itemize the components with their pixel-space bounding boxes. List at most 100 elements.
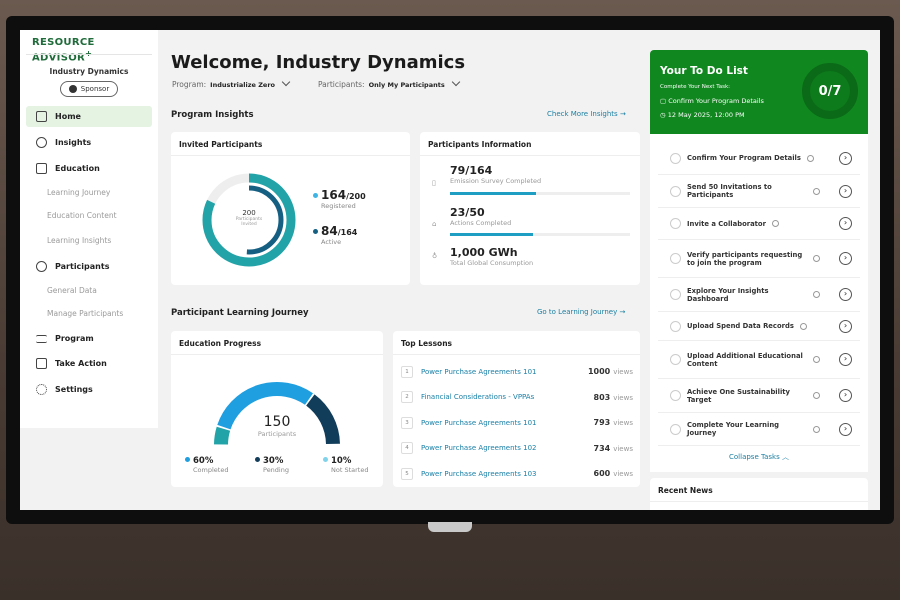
sidebar-subitem-learning-insights[interactable]: Learning Insights xyxy=(47,236,111,245)
chevron-right-icon[interactable]: › xyxy=(839,389,852,402)
task-item[interactable]: Verify participants requesting to join t… xyxy=(658,240,860,278)
help-icon[interactable] xyxy=(772,220,779,227)
sidebar-item-insights[interactable]: Insights xyxy=(26,132,152,153)
monitor-stand xyxy=(428,522,472,532)
recent-news-card: Recent News xyxy=(650,478,868,510)
sidebar-subitem-education-content[interactable]: Education Content xyxy=(47,211,117,220)
chevron-right-icon[interactable]: › xyxy=(839,320,852,333)
help-icon[interactable] xyxy=(813,188,820,195)
task-item[interactable]: Upload Additional Educational Content› xyxy=(658,341,860,379)
sidebar-item-take-action[interactable]: Take Action xyxy=(26,353,152,374)
help-icon[interactable] xyxy=(813,291,820,298)
chevron-right-icon[interactable]: › xyxy=(839,252,852,265)
lesson-rank: 4 xyxy=(401,442,413,454)
chevron-right-icon[interactable]: › xyxy=(839,423,852,436)
sidebar-subitem-manage-participants[interactable]: Manage Participants xyxy=(47,309,123,318)
actions-completed-progress xyxy=(450,233,630,236)
top-lessons-card: Top Lessons 1Power Purchase Agreements 1… xyxy=(393,331,640,487)
collapse-label: Collapse Tasks xyxy=(729,453,780,461)
center-label: Participants Invited xyxy=(234,217,264,227)
nav-label: Take Action xyxy=(55,359,107,368)
nav-label: Education xyxy=(55,164,100,173)
card-title: Invited Participants xyxy=(171,132,410,156)
task-item[interactable]: Achieve One Sustainability Target› xyxy=(658,379,860,413)
arrow-right-icon: → xyxy=(619,308,625,316)
lesson-row[interactable]: 4Power Purchase Agreements 102734views xyxy=(401,436,633,461)
education-progress-card: Education Progress 150 Participants 60%C… xyxy=(171,331,383,487)
task-item[interactable]: Complete Your Learning Journey› xyxy=(658,413,860,446)
chevron-right-icon[interactable]: › xyxy=(839,217,852,230)
link-label: Go to Learning Journey xyxy=(537,308,617,316)
help-icon[interactable] xyxy=(813,392,820,399)
divider xyxy=(26,54,152,55)
link-label: Check More Insights xyxy=(547,110,618,118)
lesson-row[interactable]: 2Financial Considerations - VPPAs803view… xyxy=(401,385,633,410)
participants-filter[interactable]: Participants:Only My Participants xyxy=(318,80,459,89)
collapse-tasks-button[interactable]: Collapse Tasks ︿ xyxy=(650,452,868,462)
help-icon[interactable] xyxy=(800,323,807,330)
lesson-row[interactable]: 1Power Purchase Agreements 1011000views xyxy=(401,359,633,384)
task-checkbox[interactable] xyxy=(670,218,681,229)
task-label: Explore Your Insights Dashboard xyxy=(687,287,807,303)
section-title-program-insights: Program Insights xyxy=(171,110,254,120)
task-checkbox[interactable] xyxy=(670,390,681,401)
sidebar-item-home[interactable]: Home xyxy=(26,106,152,127)
lesson-title-link[interactable]: Power Purchase Agreements 101 xyxy=(421,419,594,427)
next-task-label: Complete Your Next Task: xyxy=(660,84,730,90)
help-icon[interactable] xyxy=(813,255,820,262)
sidebar-subitem-general-data[interactable]: General Data xyxy=(47,286,97,295)
lesson-title-link[interactable]: Financial Considerations - VPPAs xyxy=(421,393,594,401)
go-to-learning-journey-link[interactable]: Go to Learning Journey → xyxy=(537,308,625,316)
donut-center: 200 Participants Invited xyxy=(219,209,279,227)
chevron-up-icon: ︿ xyxy=(782,453,789,461)
sidebar-item-education[interactable]: Education xyxy=(26,158,152,179)
help-icon[interactable] xyxy=(807,155,814,162)
logo[interactable]: RESOURCE ADVISOR+ xyxy=(32,37,158,63)
legend-not-started: 10%Not Started xyxy=(323,456,368,474)
next-task-link[interactable]: ▢ Confirm Your Program Details xyxy=(660,97,764,105)
task-count: 0/7 xyxy=(819,84,842,99)
task-item[interactable]: Upload Spend Data Records › xyxy=(658,312,860,341)
lesson-title-link[interactable]: Power Purchase Agreements 101 xyxy=(421,368,588,376)
lesson-rank: 3 xyxy=(401,417,413,429)
sidebar-subitem-learning-journey[interactable]: Learning Journey xyxy=(47,188,110,197)
lesson-title-link[interactable]: Power Purchase Agreements 103 xyxy=(421,470,594,478)
lesson-row[interactable]: 5Power Purchase Agreements 103600views xyxy=(401,461,633,486)
program-label: Program: xyxy=(172,80,206,89)
task-checkbox[interactable] xyxy=(670,321,681,332)
task-checkbox[interactable] xyxy=(670,253,681,264)
invited-participants-card: Invited Participants 200 Participants In… xyxy=(171,132,410,285)
program-value: Industrialize Zero xyxy=(210,81,275,89)
lesson-row[interactable]: 3Power Purchase Agreements 101793views xyxy=(401,410,633,435)
task-checkbox[interactable] xyxy=(670,186,681,197)
chevron-right-icon[interactable]: › xyxy=(839,353,852,366)
task-item[interactable]: Send 50 Invitations to Participants› xyxy=(658,175,860,208)
help-icon[interactable] xyxy=(813,426,820,433)
check-more-insights-link[interactable]: Check More Insights → xyxy=(547,110,626,118)
task-checkbox[interactable] xyxy=(670,424,681,435)
chevron-right-icon[interactable]: › xyxy=(839,152,852,165)
program-filter[interactable]: Program: Industrialize Zero xyxy=(172,80,289,89)
task-item[interactable]: Explore Your Insights Dashboard › xyxy=(658,278,860,312)
help-icon[interactable] xyxy=(813,356,820,363)
sidebar-item-settings[interactable]: Settings xyxy=(26,379,152,400)
lesson-title-link[interactable]: Power Purchase Agreements 102 xyxy=(421,444,594,452)
pie-chart-icon xyxy=(36,137,47,148)
task-checkbox[interactable] xyxy=(670,289,681,300)
lesson-views: 803views xyxy=(594,393,633,402)
task-label: Upload Spend Data Records xyxy=(687,322,794,330)
due-date: ◷ 12 May 2025, 12:00 PM xyxy=(660,111,745,119)
chevron-right-icon[interactable]: › xyxy=(839,288,852,301)
card-title: Recent News xyxy=(650,478,868,502)
sidebar-item-program[interactable]: Program xyxy=(26,328,152,349)
chevron-right-icon[interactable]: › xyxy=(839,185,852,198)
task-icon: ▢ xyxy=(660,97,668,105)
sidebar-item-participants[interactable]: Participants xyxy=(26,256,152,277)
task-item[interactable]: Invite a Collaborator› xyxy=(658,208,860,240)
todo-header: Your To Do List Complete Your Next Task:… xyxy=(650,50,868,134)
chevron-down-icon xyxy=(282,78,290,86)
nav-label: Program xyxy=(55,334,94,343)
task-checkbox[interactable] xyxy=(670,354,681,365)
task-checkbox[interactable] xyxy=(670,153,681,164)
task-item[interactable]: Confirm Your Program Details› xyxy=(658,142,860,175)
